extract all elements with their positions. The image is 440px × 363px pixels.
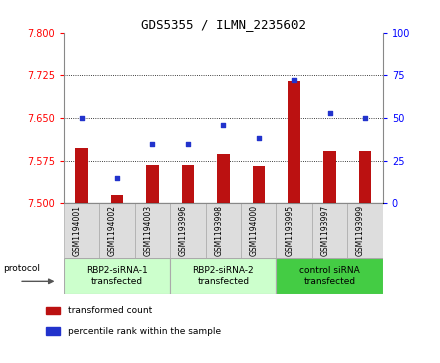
Bar	[111, 195, 123, 203]
Text: GSM1193995: GSM1193995	[285, 205, 294, 256]
Bar	[217, 154, 230, 203]
Bar	[146, 165, 158, 203]
Text: GSM1194003: GSM1194003	[143, 205, 152, 256]
Bar	[46, 327, 60, 335]
Bar	[288, 81, 301, 203]
Point	[362, 115, 369, 121]
Bar	[75, 148, 88, 203]
Point	[220, 122, 227, 128]
Bar	[64, 203, 99, 258]
Text: control siRNA
transfected: control siRNA transfected	[299, 266, 360, 286]
Text: GSM1193999: GSM1193999	[356, 205, 365, 256]
Bar	[170, 258, 276, 294]
Text: protocol: protocol	[3, 264, 40, 273]
Text: GSM1194000: GSM1194000	[250, 205, 259, 256]
Point	[149, 140, 156, 146]
Bar	[241, 203, 276, 258]
Point	[78, 115, 85, 121]
Bar	[46, 307, 60, 314]
Bar	[205, 203, 241, 258]
Bar	[182, 165, 194, 203]
Text: RBP2-siRNA-1
transfected: RBP2-siRNA-1 transfected	[86, 266, 148, 286]
Bar	[170, 203, 205, 258]
Text: GSM1194002: GSM1194002	[108, 205, 117, 256]
Point	[326, 110, 333, 116]
Text: percentile rank within the sample: percentile rank within the sample	[68, 327, 221, 336]
Text: transformed count: transformed count	[68, 306, 152, 315]
Text: GSM1193997: GSM1193997	[321, 205, 330, 256]
Point	[255, 135, 262, 141]
Text: GSM1194001: GSM1194001	[73, 205, 81, 256]
Bar	[359, 151, 371, 203]
Title: GDS5355 / ILMN_2235602: GDS5355 / ILMN_2235602	[141, 19, 306, 32]
Bar	[347, 203, 383, 258]
Text: GSM1193998: GSM1193998	[214, 205, 223, 256]
Point	[184, 140, 191, 146]
Bar	[135, 203, 170, 258]
Bar	[276, 203, 312, 258]
Text: RBP2-siRNA-2
transfected: RBP2-siRNA-2 transfected	[192, 266, 254, 286]
Bar	[323, 151, 336, 203]
Bar	[312, 203, 347, 258]
Text: GSM1193996: GSM1193996	[179, 205, 188, 256]
Bar	[64, 258, 170, 294]
Point	[291, 78, 298, 83]
Point	[114, 175, 121, 180]
Bar	[276, 258, 383, 294]
Bar	[253, 166, 265, 203]
Bar	[99, 203, 135, 258]
